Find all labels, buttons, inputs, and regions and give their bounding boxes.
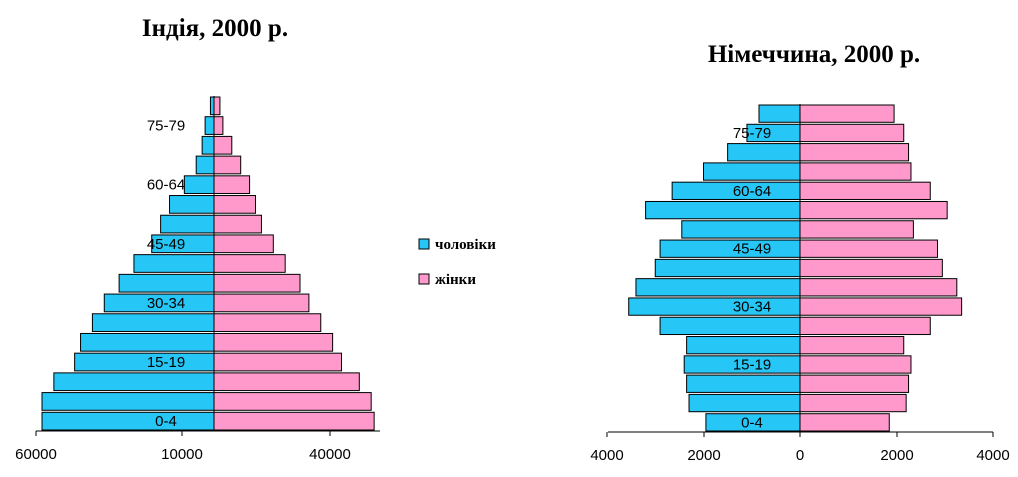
germany-female-bar-55-59 bbox=[799, 200, 948, 220]
india-female-bar-55-59 bbox=[213, 195, 257, 214]
germany-male-bar-25-29 bbox=[659, 316, 801, 336]
india-male-bar-65-69 bbox=[195, 155, 215, 175]
india-male-bar-20-24 bbox=[80, 332, 215, 352]
germany-male-bar-10-14 bbox=[686, 374, 801, 393]
germany-female-bar-0-4 bbox=[799, 413, 890, 432]
legend-female-swatch bbox=[418, 273, 430, 285]
germany-female-bar-20-24 bbox=[799, 336, 905, 355]
india-age-label: 60-64 bbox=[147, 177, 185, 194]
india-female-bar-70-74 bbox=[213, 135, 233, 155]
germany-female-bar-30-34 bbox=[799, 297, 963, 316]
germany-male-bar-55-59 bbox=[645, 200, 801, 220]
india-female-bar-80+ bbox=[213, 96, 221, 116]
germany-female-bar-35-39 bbox=[799, 278, 958, 297]
india-pyramid-chart: Індія, 2000 р. 60000 10000 40000 0-4 15-19 3… bbox=[15, 15, 380, 463]
germany-male-bar-80+ bbox=[758, 104, 801, 123]
india-female-bar-25-29 bbox=[213, 313, 322, 332]
germany-female-bar-40-44 bbox=[799, 258, 943, 278]
india-female-bar-40-44 bbox=[213, 254, 286, 273]
germany-male-bar-65-69 bbox=[703, 162, 801, 181]
germany-female-bar-45-49 bbox=[799, 239, 939, 258]
india-male-bar-50-54 bbox=[160, 214, 215, 234]
india-female-bar-10-14 bbox=[213, 372, 360, 392]
germany-female-bar-25-29 bbox=[799, 316, 931, 336]
legend-male-swatch bbox=[418, 238, 430, 250]
india-age-label: 45-49 bbox=[147, 236, 185, 253]
india-male-bar-15-19 bbox=[74, 352, 215, 372]
india-age-label: 0-4 bbox=[155, 413, 177, 430]
germany-female-bar-10-14 bbox=[799, 374, 910, 393]
india-chart-title: Індія, 2000 р. bbox=[142, 15, 288, 42]
germany-male-bar-50-54 bbox=[681, 220, 801, 239]
germany-female-bar-60-64 bbox=[799, 181, 931, 200]
germany-male-bar-30-34 bbox=[628, 297, 801, 316]
germany-age-label: 15-19 bbox=[733, 356, 771, 373]
india-male-bar-40-44 bbox=[133, 254, 215, 273]
germany-female-bar-80+ bbox=[799, 104, 895, 123]
india-male-bar-80+ bbox=[209, 96, 215, 116]
germany-x-tick-label: 2000 bbox=[687, 447, 720, 464]
germany-age-label: 0-4 bbox=[741, 414, 763, 431]
germany-female-bar-70-74 bbox=[799, 143, 910, 162]
germany-female-bar-15-19 bbox=[799, 355, 912, 374]
germany-female-bar-65-69 bbox=[799, 162, 912, 181]
india-male-bar-70-74 bbox=[201, 135, 215, 155]
germany-chart-title: Німеччина, 2000 р. bbox=[708, 41, 920, 68]
india-female-bar-50-54 bbox=[213, 214, 262, 234]
india-male-bar-25-29 bbox=[91, 313, 215, 332]
india-x-tick-label: 60000 bbox=[15, 446, 57, 463]
india-male-bar-35-39 bbox=[118, 273, 215, 293]
india-female-bar-35-39 bbox=[213, 273, 301, 293]
legend: чоловіки жінки bbox=[418, 237, 496, 288]
germany-age-label: 75-79 bbox=[733, 125, 771, 142]
germany-male-bar-45-49 bbox=[659, 239, 801, 258]
india-age-label: 30-34 bbox=[147, 295, 185, 312]
india-female-bar-45-49 bbox=[213, 234, 274, 254]
germany-male-bar-40-44 bbox=[654, 258, 801, 278]
india-male-bar-0-4 bbox=[41, 411, 215, 431]
germany-x-tick-label: 2000 bbox=[880, 447, 913, 464]
germany-male-bar-20-24 bbox=[686, 336, 801, 355]
germany-age-label: 45-49 bbox=[733, 241, 771, 258]
germany-age-label: 30-34 bbox=[733, 299, 771, 316]
india-female-bar-5-9 bbox=[213, 392, 372, 411]
india-male-bar-55-59 bbox=[169, 195, 215, 214]
india-female-bar-65-69 bbox=[213, 155, 242, 175]
germany-age-label: 60-64 bbox=[733, 183, 771, 200]
germany-male-bar-5-9 bbox=[688, 393, 801, 413]
india-male-bar-10-14 bbox=[53, 372, 215, 392]
india-female-bar-0-4 bbox=[213, 411, 375, 431]
india-female-bar-75-79 bbox=[213, 116, 224, 135]
india-male-bar-5-9 bbox=[41, 392, 215, 411]
germany-male-bar-70-74 bbox=[727, 143, 801, 162]
india-x-tick-label: 10000 bbox=[161, 446, 203, 463]
legend-male-label: чоловіки bbox=[435, 237, 496, 253]
india-male-bar-75-79 bbox=[204, 116, 215, 135]
germany-x-tick-label: 0 bbox=[796, 447, 804, 464]
india-female-bar-20-24 bbox=[213, 332, 334, 352]
india-male-bar-60-64 bbox=[183, 175, 215, 195]
india-female-bar-30-34 bbox=[213, 293, 310, 313]
germany-male-bar-35-39 bbox=[635, 278, 801, 297]
india-age-label: 75-79 bbox=[147, 118, 185, 135]
germany-female-bar-50-54 bbox=[799, 220, 914, 239]
germany-pyramid-chart: Німеччина, 2000 р. 4000 2000 0 2000 4000 0-4… bbox=[590, 41, 1009, 464]
germany-female-bar-5-9 bbox=[799, 393, 907, 413]
india-female-bar-60-64 bbox=[213, 175, 251, 195]
india-x-tick-label: 40000 bbox=[309, 446, 351, 463]
germany-x-tick-label: 4000 bbox=[976, 447, 1009, 464]
germany-x-tick-label: 4000 bbox=[590, 447, 623, 464]
germany-female-bar-75-79 bbox=[799, 123, 905, 143]
legend-female-label: жінки bbox=[435, 272, 476, 288]
india-age-label: 15-19 bbox=[147, 354, 185, 371]
india-female-bar-15-19 bbox=[213, 352, 343, 372]
